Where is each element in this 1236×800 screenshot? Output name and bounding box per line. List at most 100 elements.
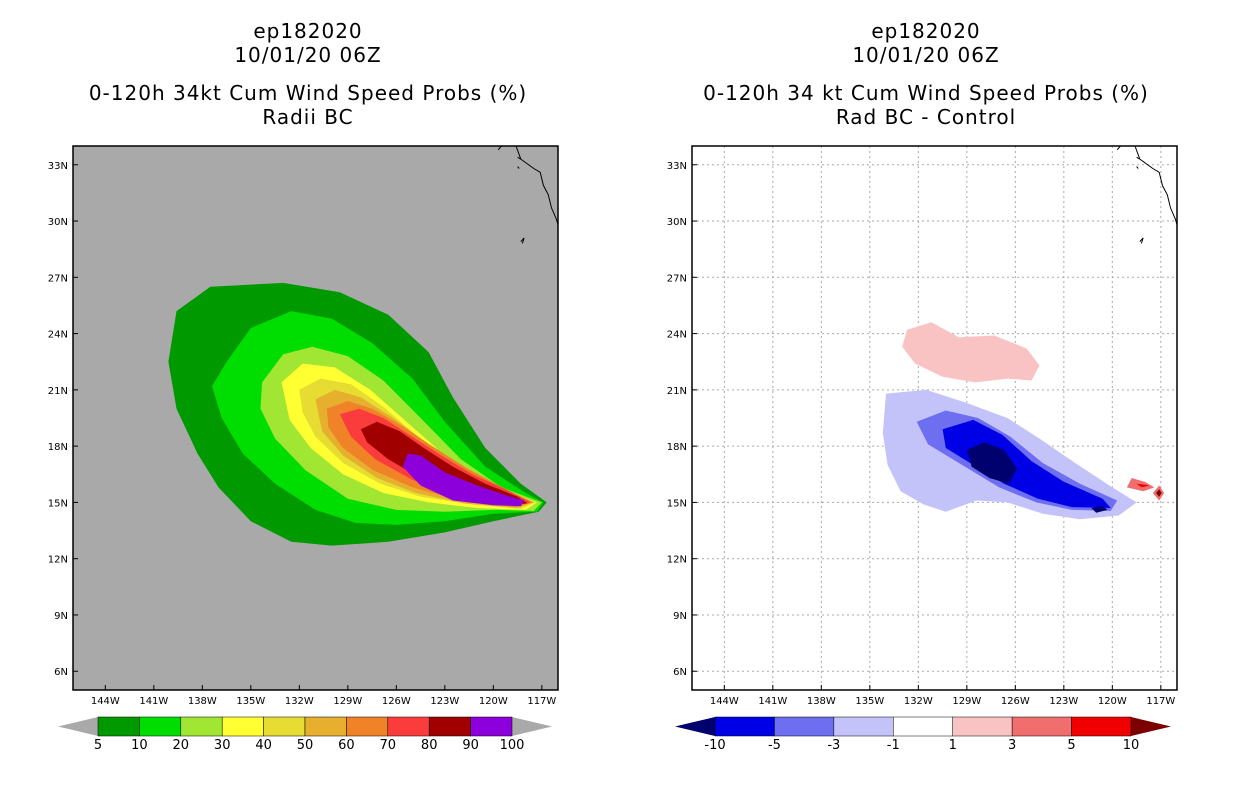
y-tick-label: 27N (48, 273, 68, 284)
colorbar-label: 3 (1008, 738, 1016, 753)
colorbar-label: 100 (500, 738, 525, 753)
y-tick-label: 12N (667, 555, 687, 566)
y-tick-label: 9N (673, 611, 687, 622)
x-tick-label: 117W (527, 696, 556, 707)
y-tick-label: 33N (48, 161, 68, 172)
colorbar-swatch (139, 716, 182, 737)
chart-panel-1: 144W 141W 138W 135W 132W 129W 126W 123W 120W 117W… (48, 145, 559, 753)
colorbar-label: -5 (768, 738, 781, 753)
colorbar-label: 10 (131, 738, 148, 753)
left-title-date: 10/01/20 06Z (234, 43, 382, 67)
y-tick-label: 21N (667, 386, 687, 397)
colorbar-swatch (1071, 716, 1132, 737)
island (517, 156, 522, 160)
y-tick-label: 15N (667, 498, 687, 509)
left-title: ep182020 10/01/20 06Z 0-120h 34kt Cum Wi… (28, 19, 588, 129)
x-tick-label: 135W (236, 696, 265, 707)
colorbar-extend-high (1131, 717, 1171, 736)
island (1139, 237, 1144, 244)
contour-layer (882, 146, 1177, 520)
contour-fill-1 (902, 322, 1040, 383)
y-tick-label: 15N (48, 498, 68, 509)
left-title-subtitle: Radii BC (262, 105, 354, 129)
colorbar-label: 20 (173, 738, 190, 753)
plot-frame (691, 145, 1178, 691)
colorbar-label: 1 (949, 738, 957, 753)
colorbar-swatch (833, 716, 894, 737)
x-tick-label: 123W (430, 696, 459, 707)
colorbar-label: 30 (214, 738, 231, 753)
left-title-storm: ep182020 (253, 19, 363, 43)
x-tick-label: 132W (904, 696, 933, 707)
colorbar-label: 80 (421, 738, 438, 753)
coastline (515, 146, 558, 225)
contour-fill-10 (1156, 489, 1162, 497)
y-tick-label: 6N (673, 667, 687, 678)
colorbar-swatch (180, 716, 223, 737)
x-tick-label: 138W (807, 696, 836, 707)
right-title-product: 0-120h 34 kt Cum Wind Speed Probs (%) (703, 81, 1149, 105)
x-tick-label: 126W (382, 696, 411, 707)
x-tick-label: 120W (1098, 696, 1127, 707)
colorbar-swatch (952, 716, 1013, 737)
colorbar-label: 5 (94, 738, 102, 753)
colorbar-label: 40 (255, 738, 272, 753)
x-tick-label: 123W (1049, 696, 1078, 707)
colorbar-swatch (346, 716, 389, 737)
colorbar-label: 50 (297, 738, 314, 753)
x-tick-label: 129W (333, 696, 362, 707)
colorbar-label: -1 (887, 738, 900, 753)
island (517, 166, 520, 169)
x-tick-label: 141W (139, 696, 168, 707)
colorbar-label: -10 (704, 738, 725, 753)
right-title: ep182020 10/01/20 06Z 0-120h 34 kt Cum W… (646, 19, 1206, 129)
contour-fill-neg10 (1091, 506, 1108, 513)
colorbar-label: 10 (1123, 738, 1140, 753)
y-tick-label: 9N (54, 611, 68, 622)
colorbar-label: 5 (1067, 738, 1075, 753)
right-title-date: 10/01/20 06Z (852, 43, 1000, 67)
colorbar-label: -3 (827, 738, 840, 753)
y-tick-label: 33N (667, 161, 687, 172)
colorbar-label: 70 (380, 738, 397, 753)
right-title-subtitle: Rad BC - Control (835, 105, 1017, 129)
y-tick-label: 18N (48, 442, 68, 453)
y-tick-label: 24N (667, 330, 687, 341)
y-tick-label: 24N (48, 330, 68, 341)
contour-fill-neg10 (966, 442, 1017, 484)
island (1136, 156, 1141, 160)
contour-fill-neg5 (942, 419, 1111, 508)
x-tick-label: 132W (285, 696, 314, 707)
y-tick-label: 27N (667, 273, 687, 284)
x-tick-label: 120W (479, 696, 508, 707)
plot-frame (72, 145, 559, 691)
colorbar-extend-low (675, 717, 715, 736)
colorbar-swatch (387, 716, 430, 737)
contour-fill-90 (402, 453, 525, 507)
island (520, 237, 525, 244)
colorbar-swatch (774, 716, 835, 737)
coastline (1134, 146, 1177, 225)
contour-fill-80 (360, 421, 528, 506)
x-tick-label: 144W (710, 696, 739, 707)
x-tick-label: 129W (952, 696, 981, 707)
y-tick-label: 30N (48, 217, 68, 228)
colorbar-swatch (1011, 716, 1072, 737)
x-tick-label: 117W (1146, 696, 1175, 707)
colorbar-swatch (714, 716, 775, 737)
colorbar-extend-high (512, 717, 552, 736)
colorbar-swatch (893, 716, 953, 737)
colorbar-swatch (263, 716, 306, 737)
left-title-product: 0-120h 34kt Cum Wind Speed Probs (%) (88, 81, 528, 105)
x-tick-label: 135W (855, 696, 884, 707)
y-tick-label: 6N (54, 667, 68, 678)
colorbar-swatch (97, 716, 140, 737)
x-tick-label: 138W (188, 696, 217, 707)
colorbar-label: 60 (338, 738, 355, 753)
x-tick-label: 144W (91, 696, 120, 707)
colorbar-swatch (221, 716, 264, 737)
contour-fill-5 (1136, 483, 1150, 488)
colorbar: -10 -5 -3 -1 1 3 5 10 (675, 716, 1171, 753)
x-tick-label: 126W (1001, 696, 1030, 707)
